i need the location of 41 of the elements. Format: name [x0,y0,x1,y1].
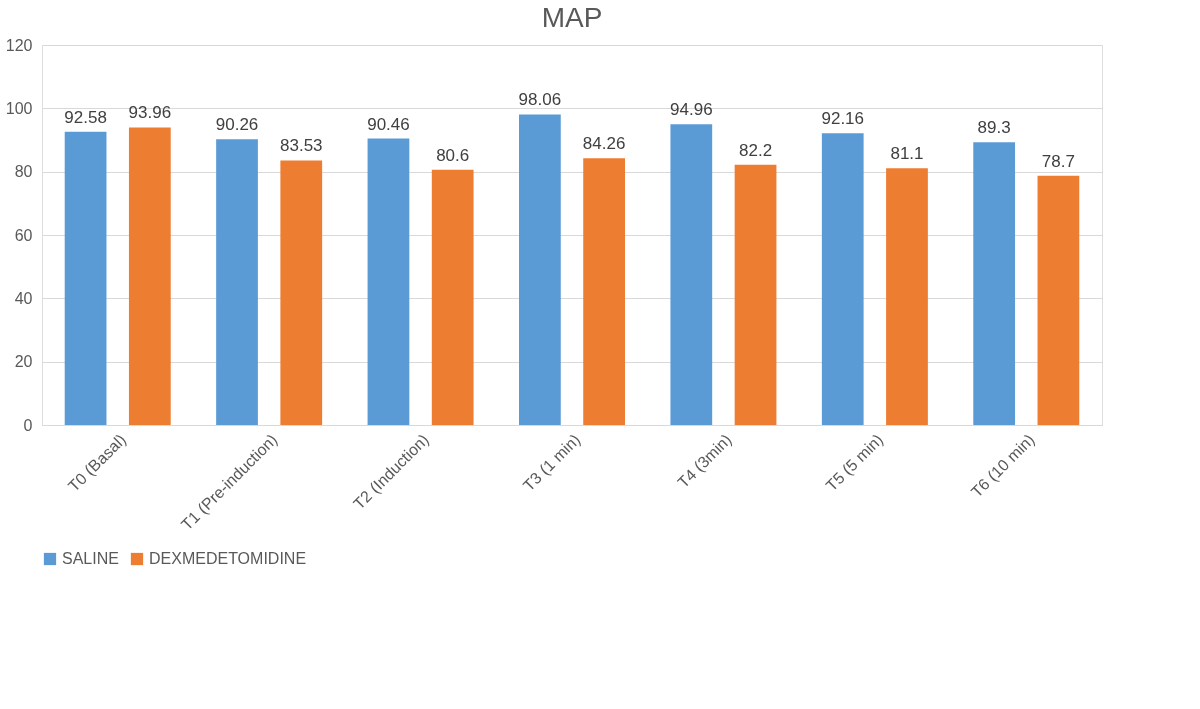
data-label: 93.96 [128,103,172,123]
x-tick-label: T6 (10 min) [967,430,1038,501]
bar [367,138,410,425]
bar [583,158,625,425]
data-label: 84.26 [582,134,626,154]
y-tick-label: 100 [5,99,33,117]
data-label: 92.58 [64,107,107,127]
x-tick-label: T3 (1 min) [519,430,584,495]
bar [280,160,323,425]
y-tick-label: 80 [14,163,33,181]
y-tick-label: 0 [23,416,33,434]
y-tick-label: 20 [14,353,33,371]
y-tick-label: 40 [14,289,33,307]
bar [64,131,107,425]
bar [821,133,864,425]
legend-label: SALINE [62,550,119,567]
bar [431,169,474,425]
bar [128,127,171,425]
chart-title: MAP [541,2,603,33]
data-label: 81.1 [890,144,924,164]
bar [886,168,928,425]
data-label: 89.3 [977,118,1011,138]
data-label: 83.53 [279,136,323,156]
data-label: 90.46 [367,114,410,134]
y-tick-label: 60 [14,226,33,244]
data-label: 98.06 [518,90,562,110]
bar [519,114,561,425]
y-tick-label: 120 [5,36,33,54]
bar [734,164,777,425]
data-label: 80.6 [436,145,470,165]
data-label: 90.26 [215,115,259,135]
bar [1037,175,1080,425]
bar [973,142,1016,425]
legend-label: DEXMEDETOMIDINE [149,550,307,567]
data-label: 94.96 [670,100,713,120]
bar [216,139,258,425]
bar [670,124,713,425]
x-tick-label: T5 (5 min) [822,430,887,495]
data-label: 82.2 [739,140,773,160]
data-label: 92.16 [821,109,865,129]
data-label: 78.7 [1041,151,1075,171]
